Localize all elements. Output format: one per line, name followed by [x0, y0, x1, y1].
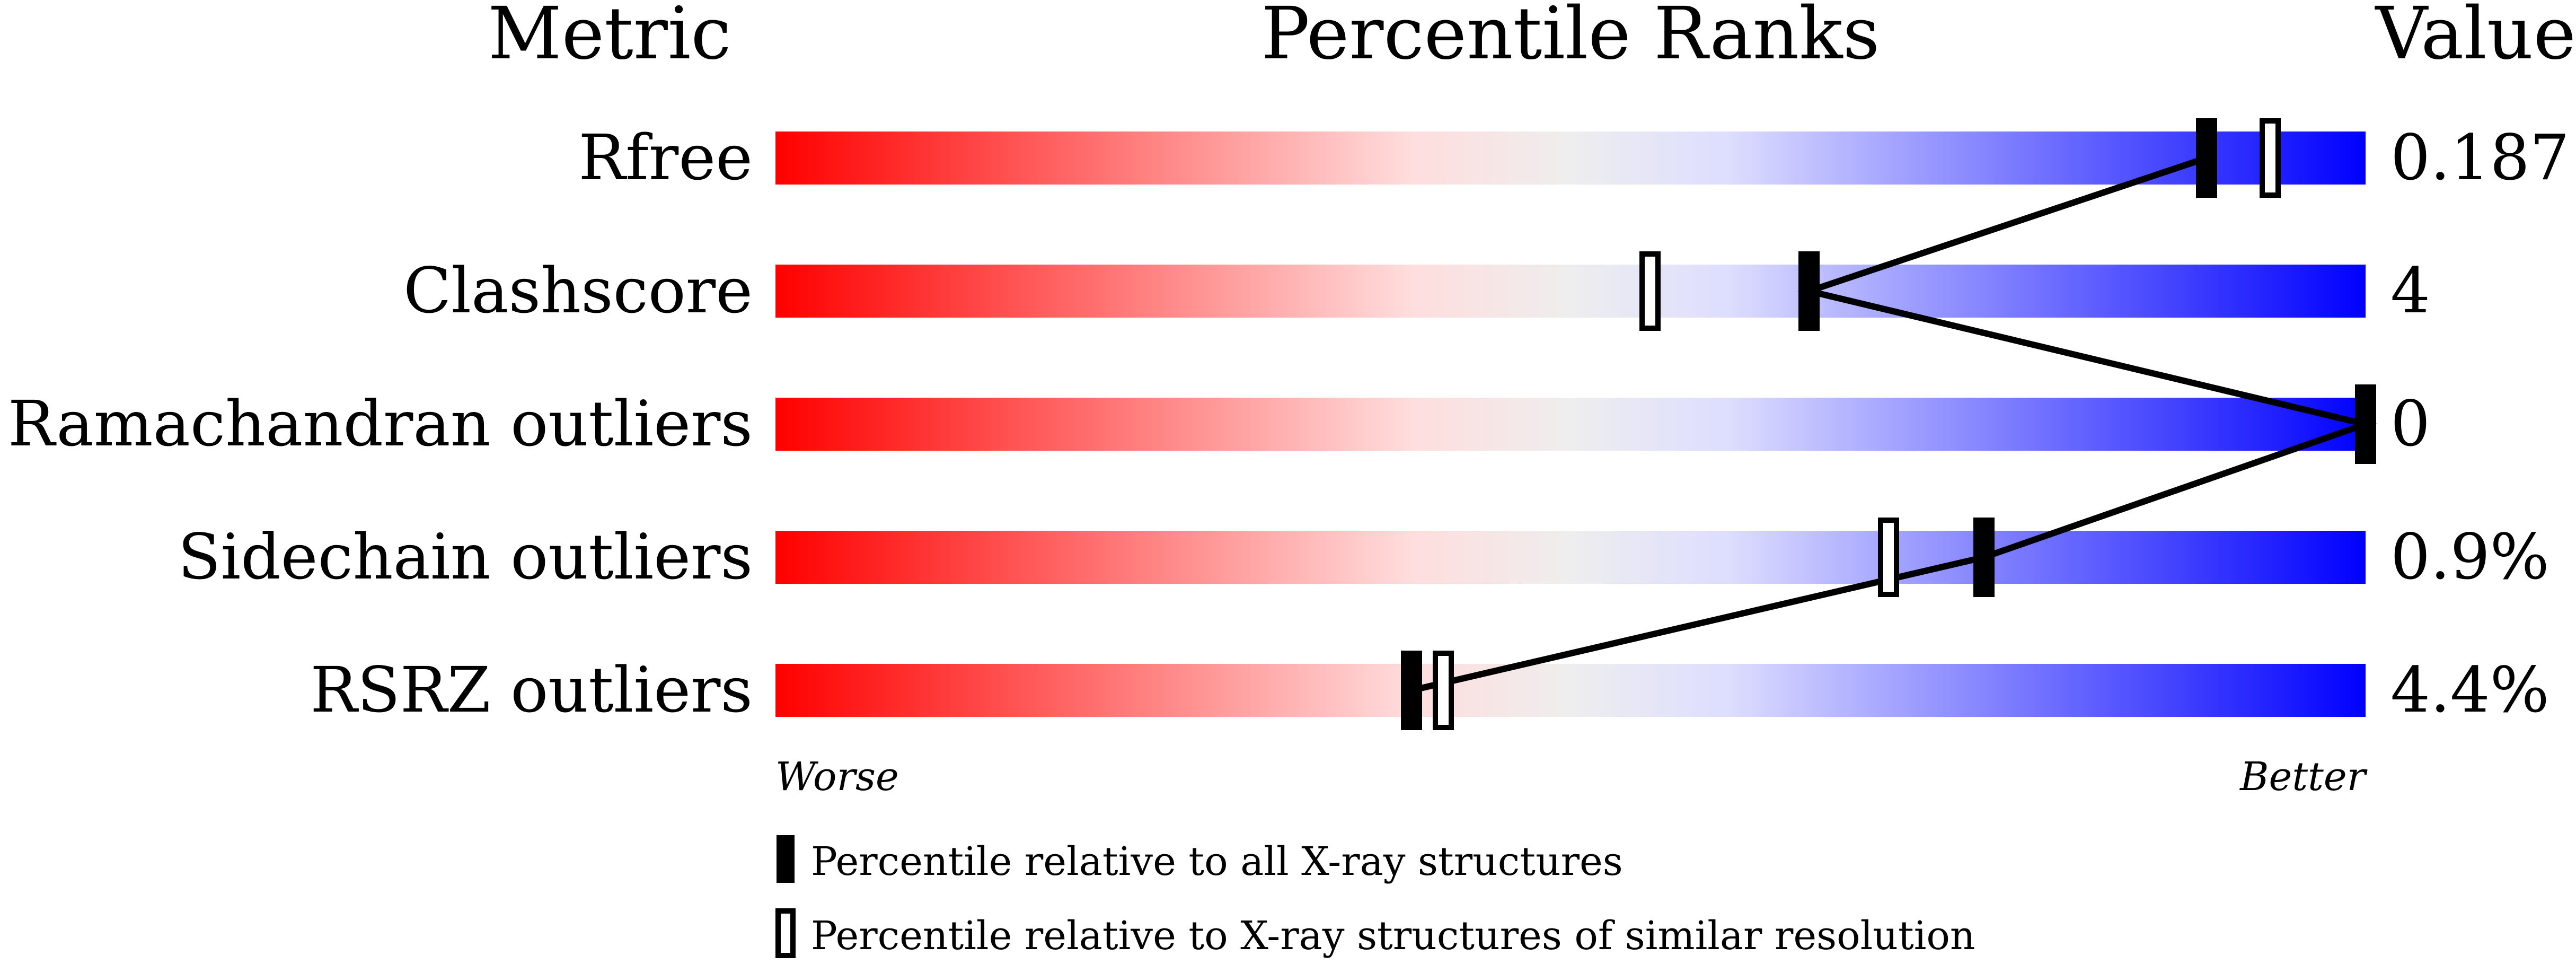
header-percentile-ranks: Percentile Ranks — [1261, 0, 1880, 76]
percentile-bar — [775, 132, 2366, 185]
percentile-bar — [775, 664, 2366, 717]
axis-better-label: Better — [2239, 754, 2368, 800]
axis-worse-label: Worse — [775, 754, 899, 800]
metric-value: 0.187 — [2390, 121, 2570, 194]
marker-similar-resolution — [2260, 118, 2281, 198]
percentile-bar — [775, 398, 2366, 451]
metric-label: RSRZ outliers — [310, 653, 753, 726]
marker-all-structures — [2196, 118, 2217, 198]
metric-label: Sidechain outliers — [178, 520, 753, 593]
header-metric: Metric — [488, 0, 731, 76]
metric-value: 0.9% — [2390, 520, 2549, 593]
legend-label-all: Percentile relative to all X-ray structu… — [811, 839, 1623, 884]
marker-all-structures — [1973, 518, 1995, 597]
legend-filled-marker — [777, 835, 795, 883]
marker-all-structures — [1401, 651, 1422, 730]
metric-label: Rfree — [578, 121, 753, 194]
percentile-bar — [775, 265, 2366, 318]
marker-similar-resolution — [1433, 651, 1454, 730]
metric-value: 4.4% — [2390, 653, 2549, 726]
marker-similar-resolution — [1639, 251, 1661, 331]
legend-open-marker — [775, 908, 796, 958]
metric-label: Ramachandran outliers — [8, 387, 753, 460]
metric-value: 0 — [2390, 387, 2430, 460]
percentile-bar — [775, 531, 2366, 584]
header-value: Value — [2375, 0, 2576, 76]
marker-all-structures — [1798, 251, 1820, 331]
legend-label-similar: Percentile relative to X-ray structures … — [811, 913, 1975, 959]
metric-value: 4 — [2390, 254, 2430, 327]
marker-similar-resolution — [1878, 518, 1899, 597]
metric-label: Clashscore — [403, 254, 753, 327]
marker-all-structures — [2355, 384, 2376, 464]
